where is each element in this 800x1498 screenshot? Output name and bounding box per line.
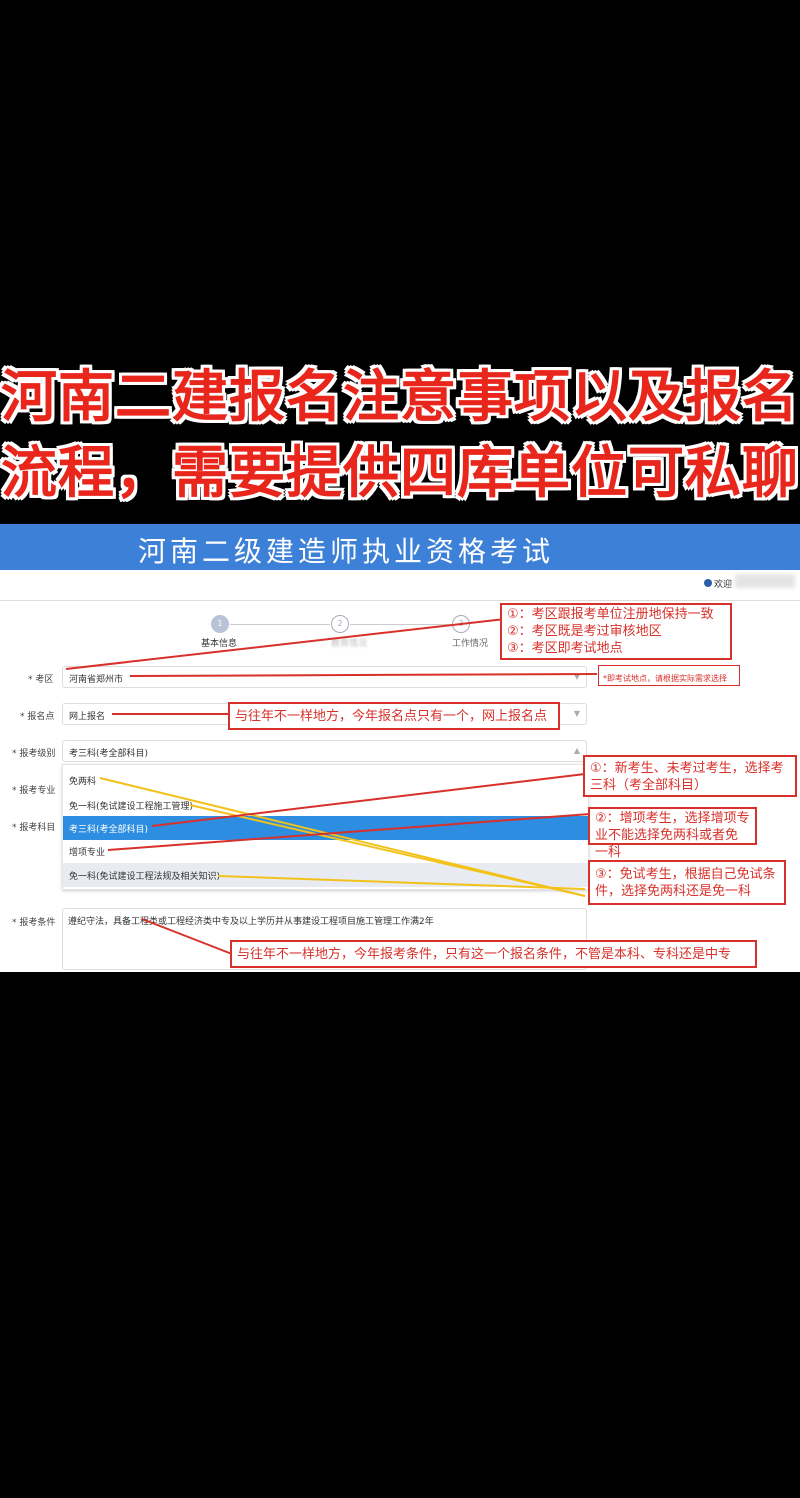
exam-area-hint: *即考试地点，请根据实际需求选择: [598, 665, 740, 686]
step-3[interactable]: 3: [452, 615, 470, 633]
headline-line2: 流程，需要提供四库单位可私聊: [1, 441, 799, 506]
chevron-down-icon: ▼: [573, 709, 580, 718]
option-all-three[interactable]: 考三科(考全部科目): [63, 816, 588, 840]
step-1[interactable]: 1: [211, 615, 229, 633]
subject-label: * 报考科目: [12, 823, 56, 833]
step-connector: [230, 624, 330, 625]
reg-point-annotation: 与往年不一样地方，今年报名点只有一个，网上报名点: [228, 702, 560, 730]
welcome-user[interactable]: 欢迎: [704, 577, 732, 590]
step-label-3: 工作情况: [452, 639, 489, 649]
user-icon: [704, 579, 712, 587]
step-2[interactable]: 2: [331, 615, 349, 633]
app-header: 河南二级建造师执业资格考试: [0, 524, 800, 570]
condition-label: * 报考条件: [12, 918, 56, 928]
major-label: * 报考专业: [12, 786, 56, 796]
condition-annotation: 与往年不一样地方，今年报考条件，只有这一个报名条件，不管是本科、专科还是中专: [230, 940, 757, 968]
step-connector: [350, 624, 450, 625]
app-title: 河南二级建造师执业资格考试: [138, 535, 555, 568]
area-annotation: ①：考区跟报考单位注册地保持一致 ②：考区既是考过审核地区 ③：考区即考试地点: [500, 603, 732, 660]
red-arrow: [65, 618, 506, 670]
level-dropdown: 免两科 免一科(免试建设工程施工管理) 考三科(考全部科目) 增项专业 免一科(…: [62, 764, 589, 890]
level-select[interactable]: 考三科(考全部科目) ▲: [62, 740, 587, 762]
option-exempt-two[interactable]: 免两科: [69, 777, 97, 787]
option-add-major[interactable]: 增项专业: [69, 848, 106, 858]
option-exempt-management[interactable]: 免一科(免试建设工程施工管理): [69, 802, 194, 812]
step-label-1: 基本信息: [201, 639, 238, 649]
new-candidate-annotation: ①：新考生、未考过考生，选择考三科（考全部科目）: [583, 755, 797, 797]
registration-panel: 河南二级建造师执业资格考试 欢迎 1 2 3 基本信息 教育情况 工作情况 * …: [0, 524, 800, 972]
chevron-up-icon: ▲: [573, 746, 580, 755]
blurred-username: [735, 574, 795, 588]
divider: [0, 600, 800, 601]
exempt-annotation: ③：免试考生，根据自己免试条件，选择免两科还是免一科: [588, 860, 786, 905]
step-label-2: 教育情况: [331, 639, 368, 649]
headline-line1: 河南二建报名注意事项以及报名: [1, 365, 799, 430]
option-exempt-law[interactable]: 免一科(免试建设工程法规及相关知识): [63, 863, 588, 887]
level-label: * 报考级别: [12, 749, 56, 759]
add-major-annotation: ②：增项考生，选择增项专业不能选择免两科或者免一科: [588, 807, 757, 860]
exam-area-select[interactable]: 河南省郑州市 ▼: [62, 666, 587, 688]
exam-area-label: * 考区: [28, 675, 54, 685]
reg-point-label: * 报名点: [20, 712, 55, 722]
chevron-down-icon: ▼: [573, 672, 580, 681]
